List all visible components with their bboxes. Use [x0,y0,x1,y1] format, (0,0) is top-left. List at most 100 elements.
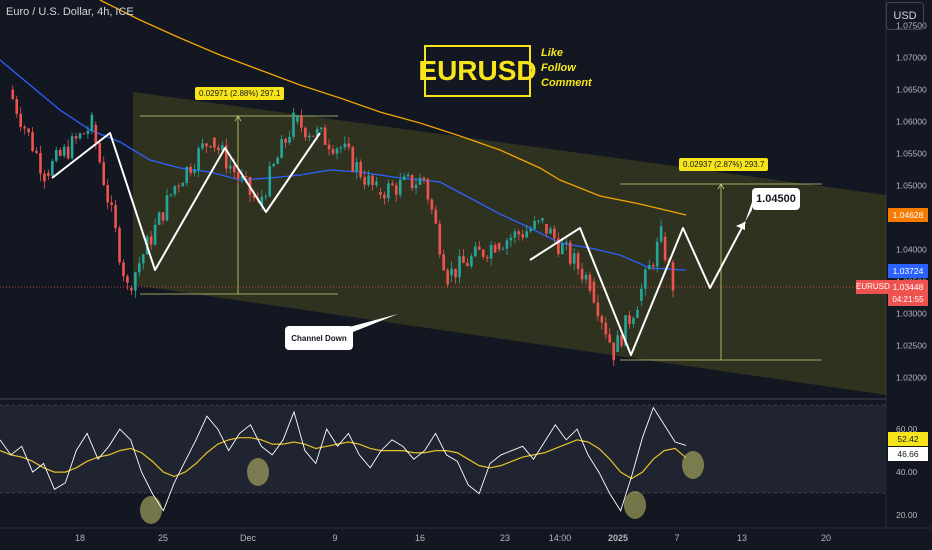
candle-body [23,126,26,129]
price-tick-label: 1.06500 [896,85,927,95]
candle-body [193,169,196,174]
candle-body [213,137,216,148]
candle-body [110,202,113,205]
candle-body [553,228,556,239]
price-tick-label: 1.03000 [896,309,927,319]
candle-body [671,262,675,291]
candle-body [177,185,181,187]
candle-body [391,183,394,186]
rsi-circle-1 [140,496,162,524]
time-tick-label: 25 [158,533,168,543]
candle-body [205,143,208,147]
candle-body [426,179,430,200]
ma50-price-tag: 1.03724 [888,264,928,278]
time-tick-label: 2025 [608,533,628,543]
candle-body [173,185,177,195]
candle-body [604,322,608,335]
candle-body [497,243,501,250]
candle-body [529,228,532,232]
candle-body [564,242,568,244]
time-tick-label: Dec [240,533,257,543]
candle-body [58,149,62,156]
candle-body [406,174,410,177]
candle-body [288,136,291,143]
candle-body [371,175,374,186]
candle-body [327,144,331,150]
channel-label: Channel Down [285,326,353,350]
candle-body [450,268,453,276]
candle-body [138,263,141,273]
candle-body [268,166,272,197]
candle-body [82,133,86,135]
candle-body [331,149,335,154]
rsi-value-tag: 52.42 [888,432,928,446]
candle-body [300,116,303,128]
candle-body [224,145,228,169]
candle-body [580,269,584,280]
time-tick-label: 13 [737,533,747,543]
time-tick-label: 14:00 [549,533,572,543]
symbol-tag: EURUSD [856,280,890,294]
candle-body [584,274,588,280]
candle-body [624,315,627,346]
price-tick-label: 1.02500 [896,341,927,351]
brand-like: Like [541,47,564,59]
candle-body [644,269,647,289]
candle-body [78,133,82,139]
time-tick-label: 23 [500,533,510,543]
candle-body [501,248,505,250]
time-tick-label: 16 [415,533,425,543]
candle-body [628,315,631,324]
candle-body [414,184,418,189]
candle-body [596,302,600,317]
candle-body [608,334,612,343]
target-label: 1.04500 [752,188,800,210]
candle-body [102,162,106,186]
brand-follow: Follow [541,62,576,74]
candle-body [561,243,564,255]
candlestick-series [11,85,675,366]
candle-body [458,256,461,278]
candle-body [240,175,244,179]
candle-body [418,177,422,185]
candle-body [410,174,414,189]
candle-body [367,175,370,185]
candle-body [141,254,145,264]
candle-body [118,228,121,263]
measure-1-tool [140,115,338,295]
candle-body [319,127,323,129]
candle-body [576,253,580,270]
candle-body [62,146,66,156]
candle-body [509,237,513,241]
channel-down-area [133,92,886,395]
candle-body [47,172,50,176]
candle-body [106,185,109,203]
candle-body [232,165,236,173]
candle-body [70,136,74,159]
candle-body [98,143,102,163]
candle-body [66,146,70,159]
target-callout-pointer [745,202,752,222]
ma200-line [99,0,687,216]
measure-2-tool [620,183,822,361]
rsi-axis[interactable]: 60.00 40.00 20.00 [896,424,918,520]
bar-countdown-tag: 04:21:55 [888,294,928,306]
candle-body [315,128,319,137]
candle-body [592,281,596,303]
candle-body [485,256,489,259]
candle-body [347,143,351,148]
currency-button[interactable]: USD [886,2,924,30]
candle-body [505,240,509,249]
candle-body [236,172,240,179]
candle-body [252,194,256,198]
time-tick-label: 7 [674,533,679,543]
chart-title: Euro / U.S. Dollar, 4h, ICE [6,6,134,18]
candle-body [292,112,295,137]
candle-body [126,276,129,283]
candle-body [284,139,287,143]
time-axis[interactable]: 18 25 Dec 9 16 23 14:00 2025 7 13 20 [75,533,831,543]
candle-body [454,268,457,278]
rsi-circle-4 [682,451,704,479]
candle-body [557,238,560,255]
